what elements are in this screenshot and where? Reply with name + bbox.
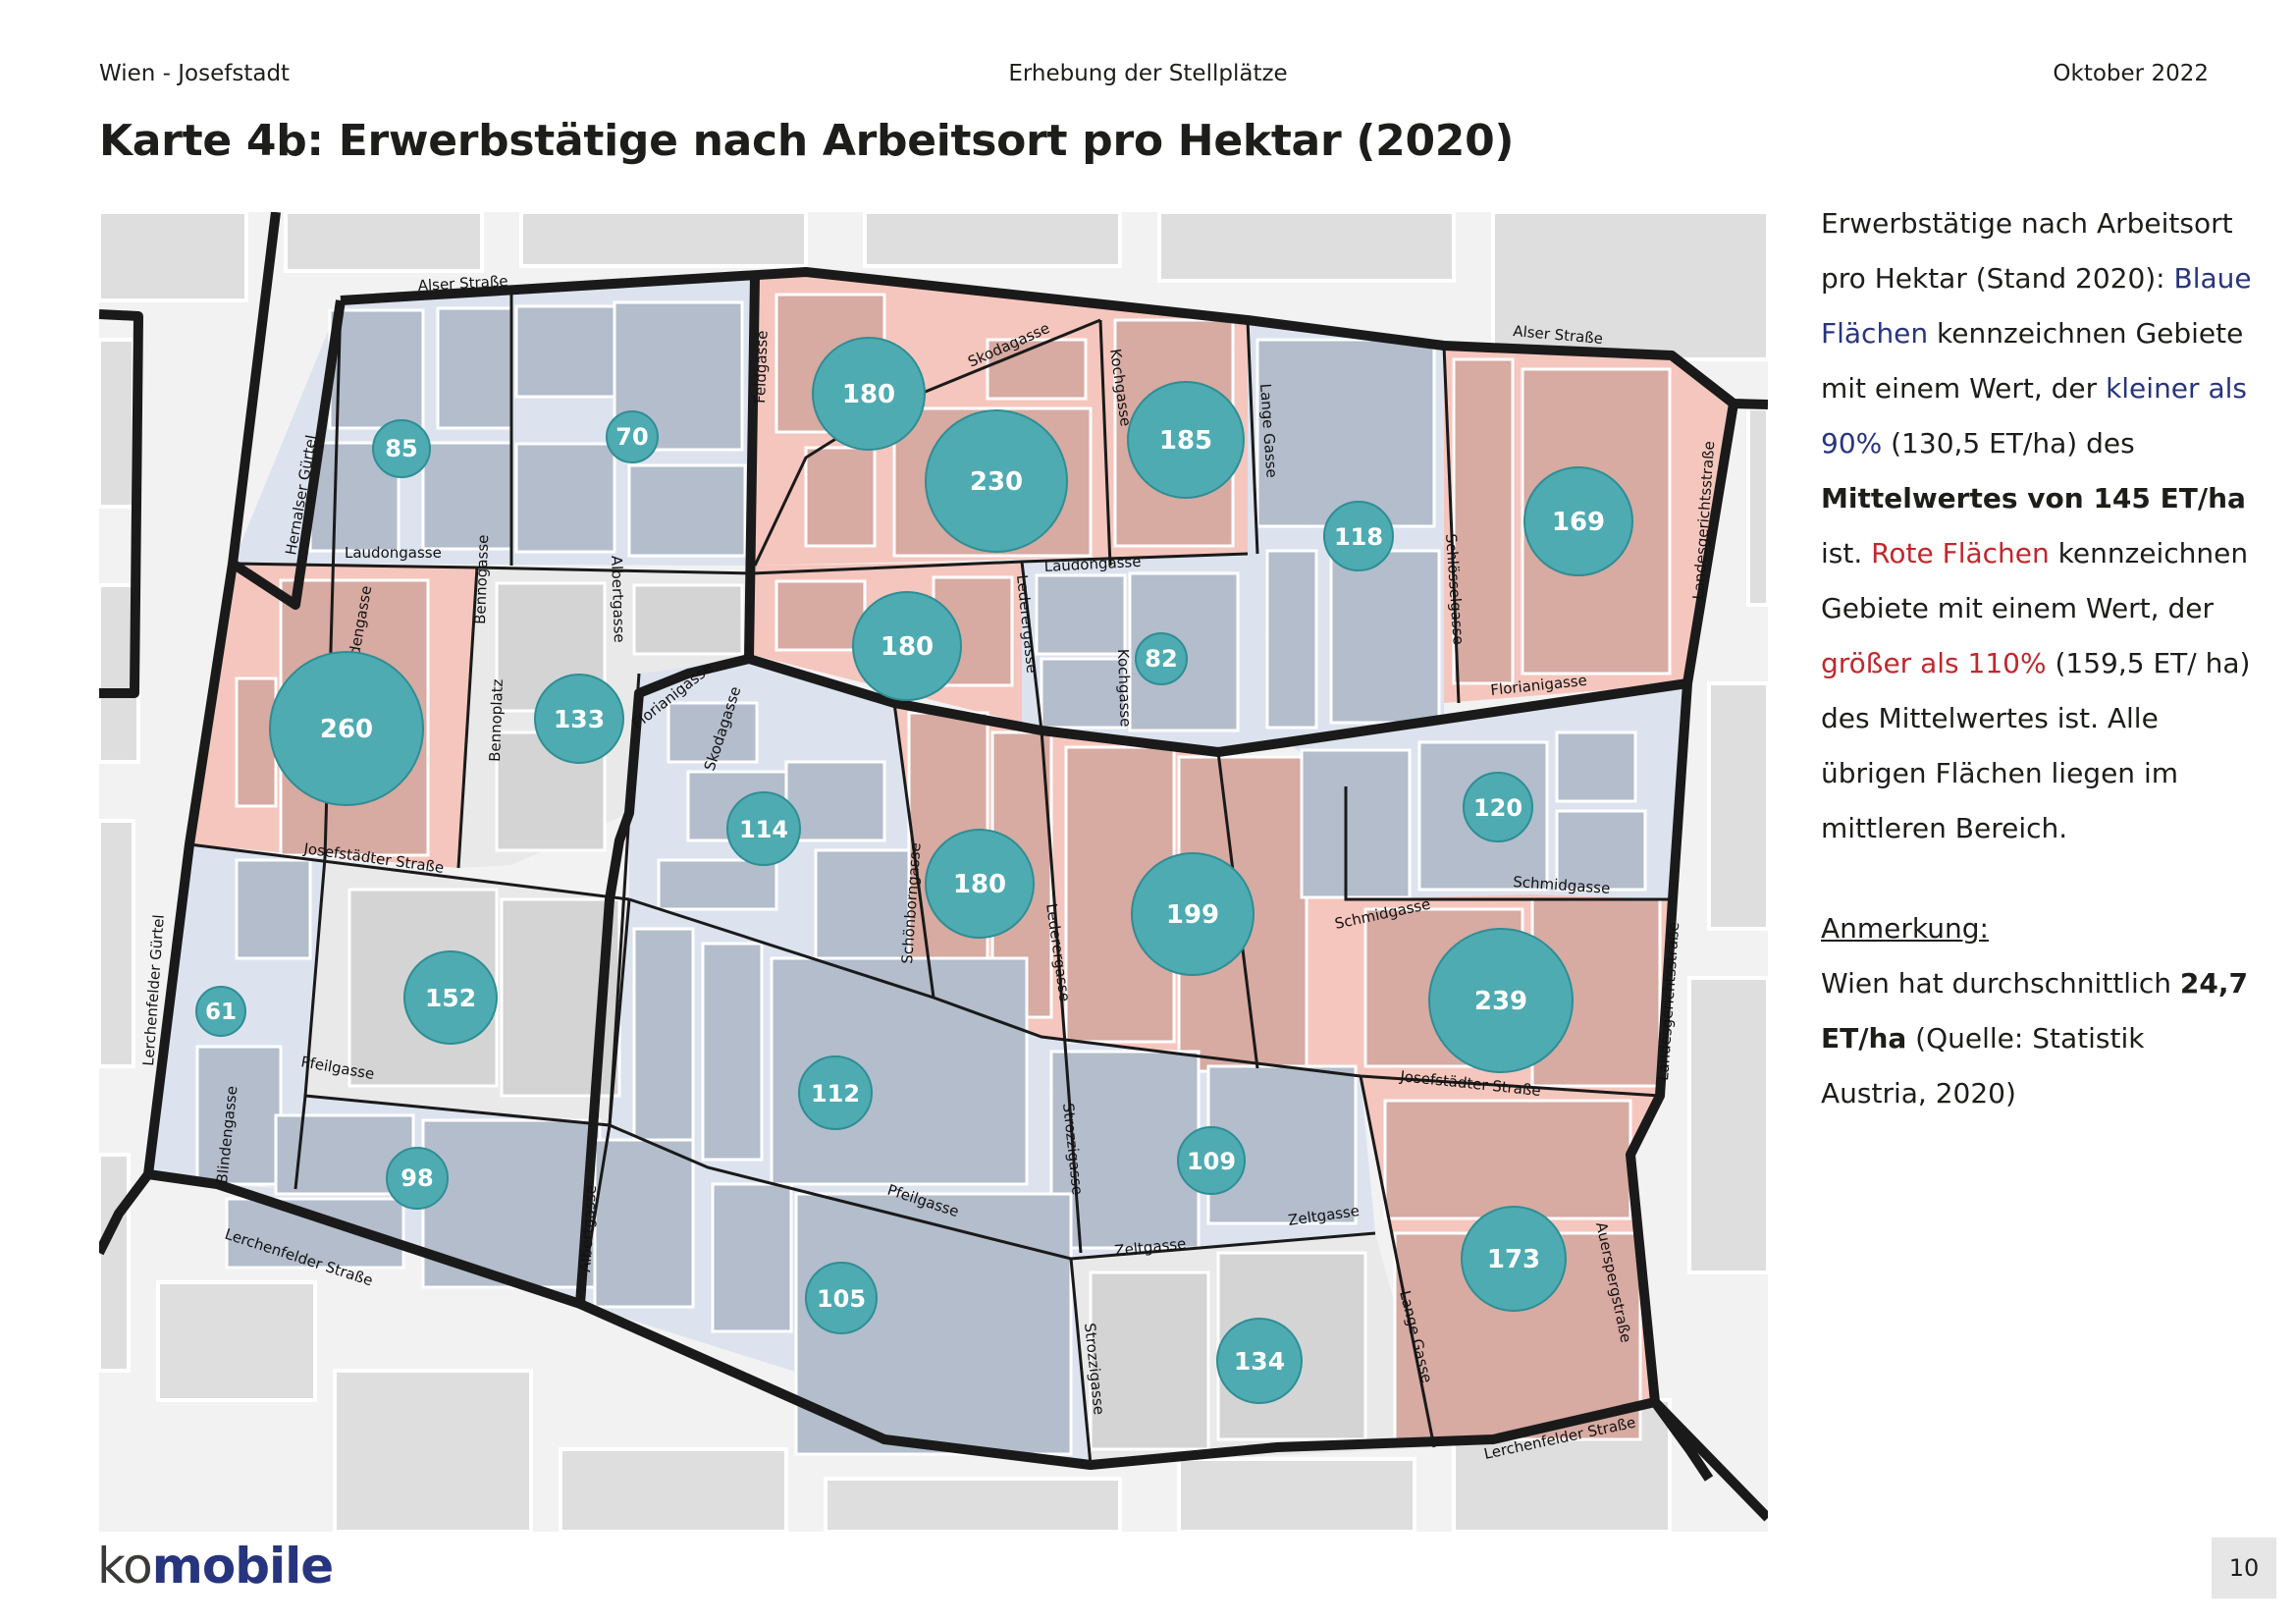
value-label: 118 xyxy=(1334,523,1383,551)
legend-text-6: (159,5 ET/ ha) des Mittelwertes ist. All… xyxy=(1821,647,2251,844)
value-bubble: 98 xyxy=(386,1147,449,1210)
value-bubble: 180 xyxy=(925,829,1035,939)
legend-text: Erwerbstätige nach Arbeitsort pro Hektar… xyxy=(1821,196,2253,1121)
komobile-logo: komobile xyxy=(97,1538,334,1595)
value-label: 70 xyxy=(615,423,648,451)
street-label: Bennogasse xyxy=(471,534,492,624)
value-label: 260 xyxy=(320,715,373,744)
legend-red-threshold: größer als 110% xyxy=(1821,647,2047,679)
value-bubble: 61 xyxy=(195,986,246,1037)
value-label: 120 xyxy=(1473,794,1522,822)
value-label: 61 xyxy=(205,1000,237,1025)
value-label: 180 xyxy=(953,870,1006,899)
header-location: Wien - Josefstadt xyxy=(99,61,291,86)
district-boundary xyxy=(99,212,1768,1522)
note-title: Anmerkung: xyxy=(1821,912,1989,945)
value-bubble: 169 xyxy=(1523,466,1633,576)
value-bubble: 109 xyxy=(1177,1126,1246,1195)
logo-ko: ko xyxy=(97,1538,153,1595)
page-title: Karte 4b: Erwerbstätige nach Arbeitsort … xyxy=(99,116,1515,166)
value-bubble: 134 xyxy=(1216,1318,1303,1404)
header-survey-title: Erhebung der Stellplätze xyxy=(1008,61,1288,86)
value-bubble: 260 xyxy=(269,651,424,806)
legend-text-2: kennzeichnen Gebiete mit einem Wert, der xyxy=(1821,317,2244,405)
value-label: 230 xyxy=(970,467,1023,497)
legend-text-4: ist. xyxy=(1821,537,1872,569)
value-bubble: 185 xyxy=(1127,381,1245,499)
value-bubble: 180 xyxy=(852,591,962,701)
value-label: 152 xyxy=(425,984,476,1012)
street-label: Bennoplatz xyxy=(486,678,507,762)
street-label: Laudongasse xyxy=(345,544,442,562)
legend-blue-areas: Blaue Flächen xyxy=(1821,262,2252,350)
value-bubble: 70 xyxy=(606,410,659,463)
note-text-2: (Quelle: Statistik Austria, 2020) xyxy=(1821,1022,2145,1109)
value-label: 180 xyxy=(881,632,934,662)
legend-red-areas: Rote Flächen xyxy=(1871,537,2050,569)
legend-text-1: Erwerbstätige nach Arbeitsort pro Hektar… xyxy=(1821,207,2233,295)
value-bubble: 230 xyxy=(925,409,1068,553)
value-label: 85 xyxy=(385,435,417,462)
value-bubble: 105 xyxy=(805,1262,878,1334)
value-label: 82 xyxy=(1145,645,1177,673)
value-label: 114 xyxy=(739,816,788,843)
district-map: Alser Straße Alser Straße Hernalser Gürt… xyxy=(99,212,1768,1532)
note-text-1: Wien hat durchschnittlich xyxy=(1821,967,2180,1000)
value-bubble: 133 xyxy=(534,674,624,764)
value-bubble: 112 xyxy=(798,1055,873,1130)
legend-text-5: kennzeichnen Gebiete mit einem Wert, der xyxy=(1821,537,2249,624)
street-label: Alser Straße xyxy=(417,272,508,295)
value-label: 169 xyxy=(1552,508,1605,537)
note-value: 24,7 ET/ha xyxy=(1821,967,2248,1055)
legend-text-3: (130,5 ET/ha) des xyxy=(1882,427,2135,460)
value-bubble: 118 xyxy=(1323,501,1394,571)
value-label: 180 xyxy=(842,380,895,409)
value-label: 199 xyxy=(1166,900,1219,930)
legend-blue-threshold: kleiner als 90% xyxy=(1821,372,2247,460)
value-bubble: 120 xyxy=(1463,772,1533,842)
street-label: Feldgasse xyxy=(751,330,772,404)
value-label: 105 xyxy=(817,1285,866,1313)
value-label: 134 xyxy=(1234,1347,1285,1376)
header-date: Oktober 2022 xyxy=(2053,61,2209,86)
blocks xyxy=(195,293,1672,1456)
value-bubbles: 85 70 180 230 185 118 169 260 xyxy=(195,337,1633,1404)
value-label: 112 xyxy=(811,1080,860,1108)
value-bubble: 173 xyxy=(1461,1206,1567,1312)
logo-mobile: mobile xyxy=(151,1538,334,1595)
value-bubble: 82 xyxy=(1135,632,1188,685)
value-label: 98 xyxy=(400,1164,433,1192)
value-label: 133 xyxy=(554,705,605,733)
value-label: 239 xyxy=(1474,987,1527,1016)
surrounding-buildings xyxy=(99,212,1768,1532)
page-number: 10 xyxy=(2212,1538,2276,1598)
value-bubble: 152 xyxy=(403,950,498,1045)
value-label: 185 xyxy=(1159,426,1212,456)
street-label: Kochgasse xyxy=(1114,649,1135,728)
value-bubble: 239 xyxy=(1428,928,1574,1073)
street-label: Laudongasse xyxy=(1043,553,1142,575)
street-label: Albertgasse xyxy=(608,556,628,643)
value-bubble: 180 xyxy=(812,337,926,451)
value-bubble: 199 xyxy=(1131,852,1255,976)
legend-mean-value: Mittelwertes von 145 ET/ha xyxy=(1821,482,2246,514)
value-bubble: 85 xyxy=(372,419,431,478)
value-bubble: 114 xyxy=(726,791,801,866)
value-label: 173 xyxy=(1487,1245,1540,1274)
legend-paragraph: Erwerbstätige nach Arbeitsort pro Hektar… xyxy=(1821,196,2253,856)
note-paragraph: Wien hat durchschnittlich 24,7 ET/ha (Qu… xyxy=(1821,956,2253,1121)
value-label: 109 xyxy=(1187,1148,1236,1175)
